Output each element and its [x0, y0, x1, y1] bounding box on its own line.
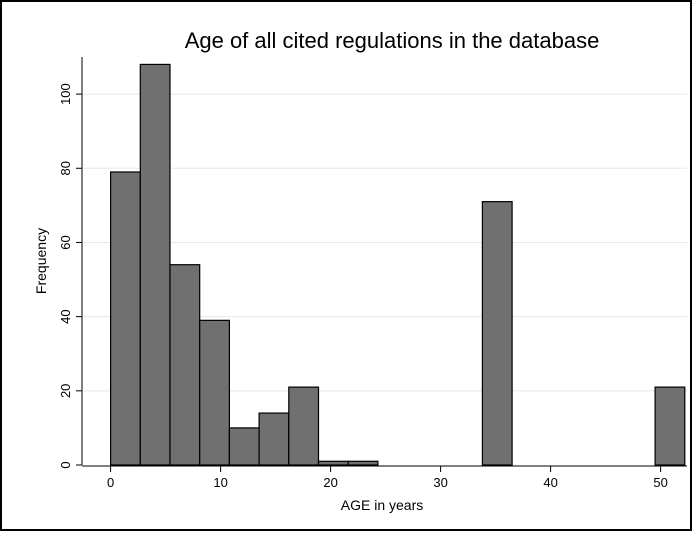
x-tick-label: 50 — [653, 475, 667, 490]
y-tick-label: 20 — [58, 384, 73, 398]
histogram-bar — [199, 319, 230, 466]
histogram-bar — [169, 264, 201, 466]
x-tick-label: 0 — [107, 475, 114, 490]
histogram-bar — [139, 63, 171, 466]
chart-title: Age of all cited regulations in the data… — [185, 28, 600, 53]
axes: 0 20 40 60 80 100 0 10 20 30 40 50 — [58, 57, 687, 490]
x-tick-label: 10 — [213, 475, 227, 490]
y-tick-label: 60 — [58, 235, 73, 249]
histogram-bars — [109, 63, 686, 466]
x-axis-title: AGE in years — [341, 497, 423, 513]
histogram-bar — [288, 386, 320, 466]
y-tick-label: 0 — [58, 461, 73, 468]
histogram-bar — [481, 201, 513, 466]
histogram-bar — [228, 427, 260, 466]
histogram-bar — [109, 171, 141, 466]
y-tick-label: 40 — [58, 309, 73, 323]
x-tick-label: 30 — [433, 475, 447, 490]
x-tick-label: 20 — [323, 475, 337, 490]
histogram-bar — [654, 386, 686, 466]
histogram-bar — [258, 412, 290, 466]
y-tick-label: 80 — [58, 161, 73, 175]
histogram-bar — [347, 460, 379, 466]
x-tick-label: 40 — [543, 475, 557, 490]
y-axis-title: Frequency — [33, 228, 49, 294]
y-tick-label: 100 — [58, 83, 73, 105]
histogram-bar — [317, 460, 349, 466]
